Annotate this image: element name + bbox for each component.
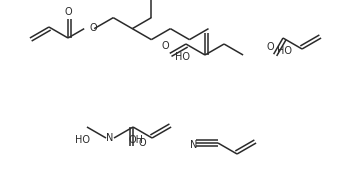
Text: O: O (64, 7, 72, 17)
Text: HO: HO (278, 46, 293, 56)
Text: N: N (106, 133, 114, 143)
Text: O: O (267, 42, 274, 52)
Text: OH: OH (128, 135, 144, 145)
Text: HO: HO (75, 135, 91, 145)
Text: O: O (162, 41, 170, 51)
Text: HO: HO (176, 52, 191, 62)
Text: O: O (89, 23, 97, 33)
Text: O: O (138, 138, 146, 148)
Text: N: N (190, 140, 197, 150)
